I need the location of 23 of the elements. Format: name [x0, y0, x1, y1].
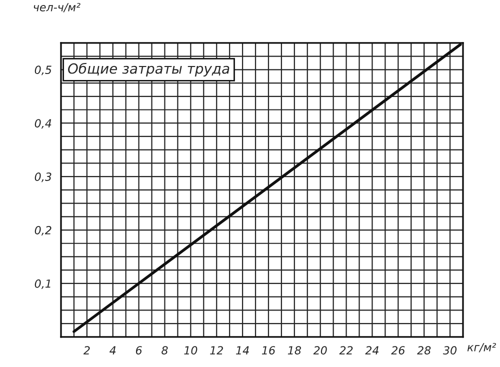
- x-tick-label: 10: [184, 346, 198, 355]
- y-tick-label: 0,1: [34, 279, 50, 289]
- x-tick-label: 16: [262, 346, 276, 355]
- y-tick-label: 0,4: [34, 119, 52, 129]
- x-tick-label: 12: [210, 346, 223, 354]
- x-tick-label: 26: [391, 346, 405, 355]
- annotation: Общие затраты труда: [68, 62, 230, 76]
- x-tick-label: 24: [365, 346, 379, 354]
- y-tick-label: 0,5: [34, 66, 52, 76]
- y-tick-label: 0,3: [34, 172, 52, 182]
- y-axis-title: чел-ч/м²: [34, 2, 80, 12]
- x-tick-label: 14: [236, 346, 249, 354]
- x-tick-label: 2: [83, 346, 90, 354]
- x-tick-label: 22: [339, 346, 353, 354]
- x-axis-title: кг/м²: [467, 342, 496, 352]
- y-tick-label: 0,2: [34, 226, 52, 236]
- x-tick-label: 20: [313, 346, 327, 355]
- x-tick-label: 28: [417, 346, 431, 355]
- x-tick-label: 30: [442, 346, 457, 355]
- x-tick-label: 18: [288, 346, 302, 355]
- x-tick-label: 6: [136, 346, 142, 355]
- x-tick-label: 4: [110, 346, 116, 354]
- x-tick-label: 8: [162, 346, 168, 355]
